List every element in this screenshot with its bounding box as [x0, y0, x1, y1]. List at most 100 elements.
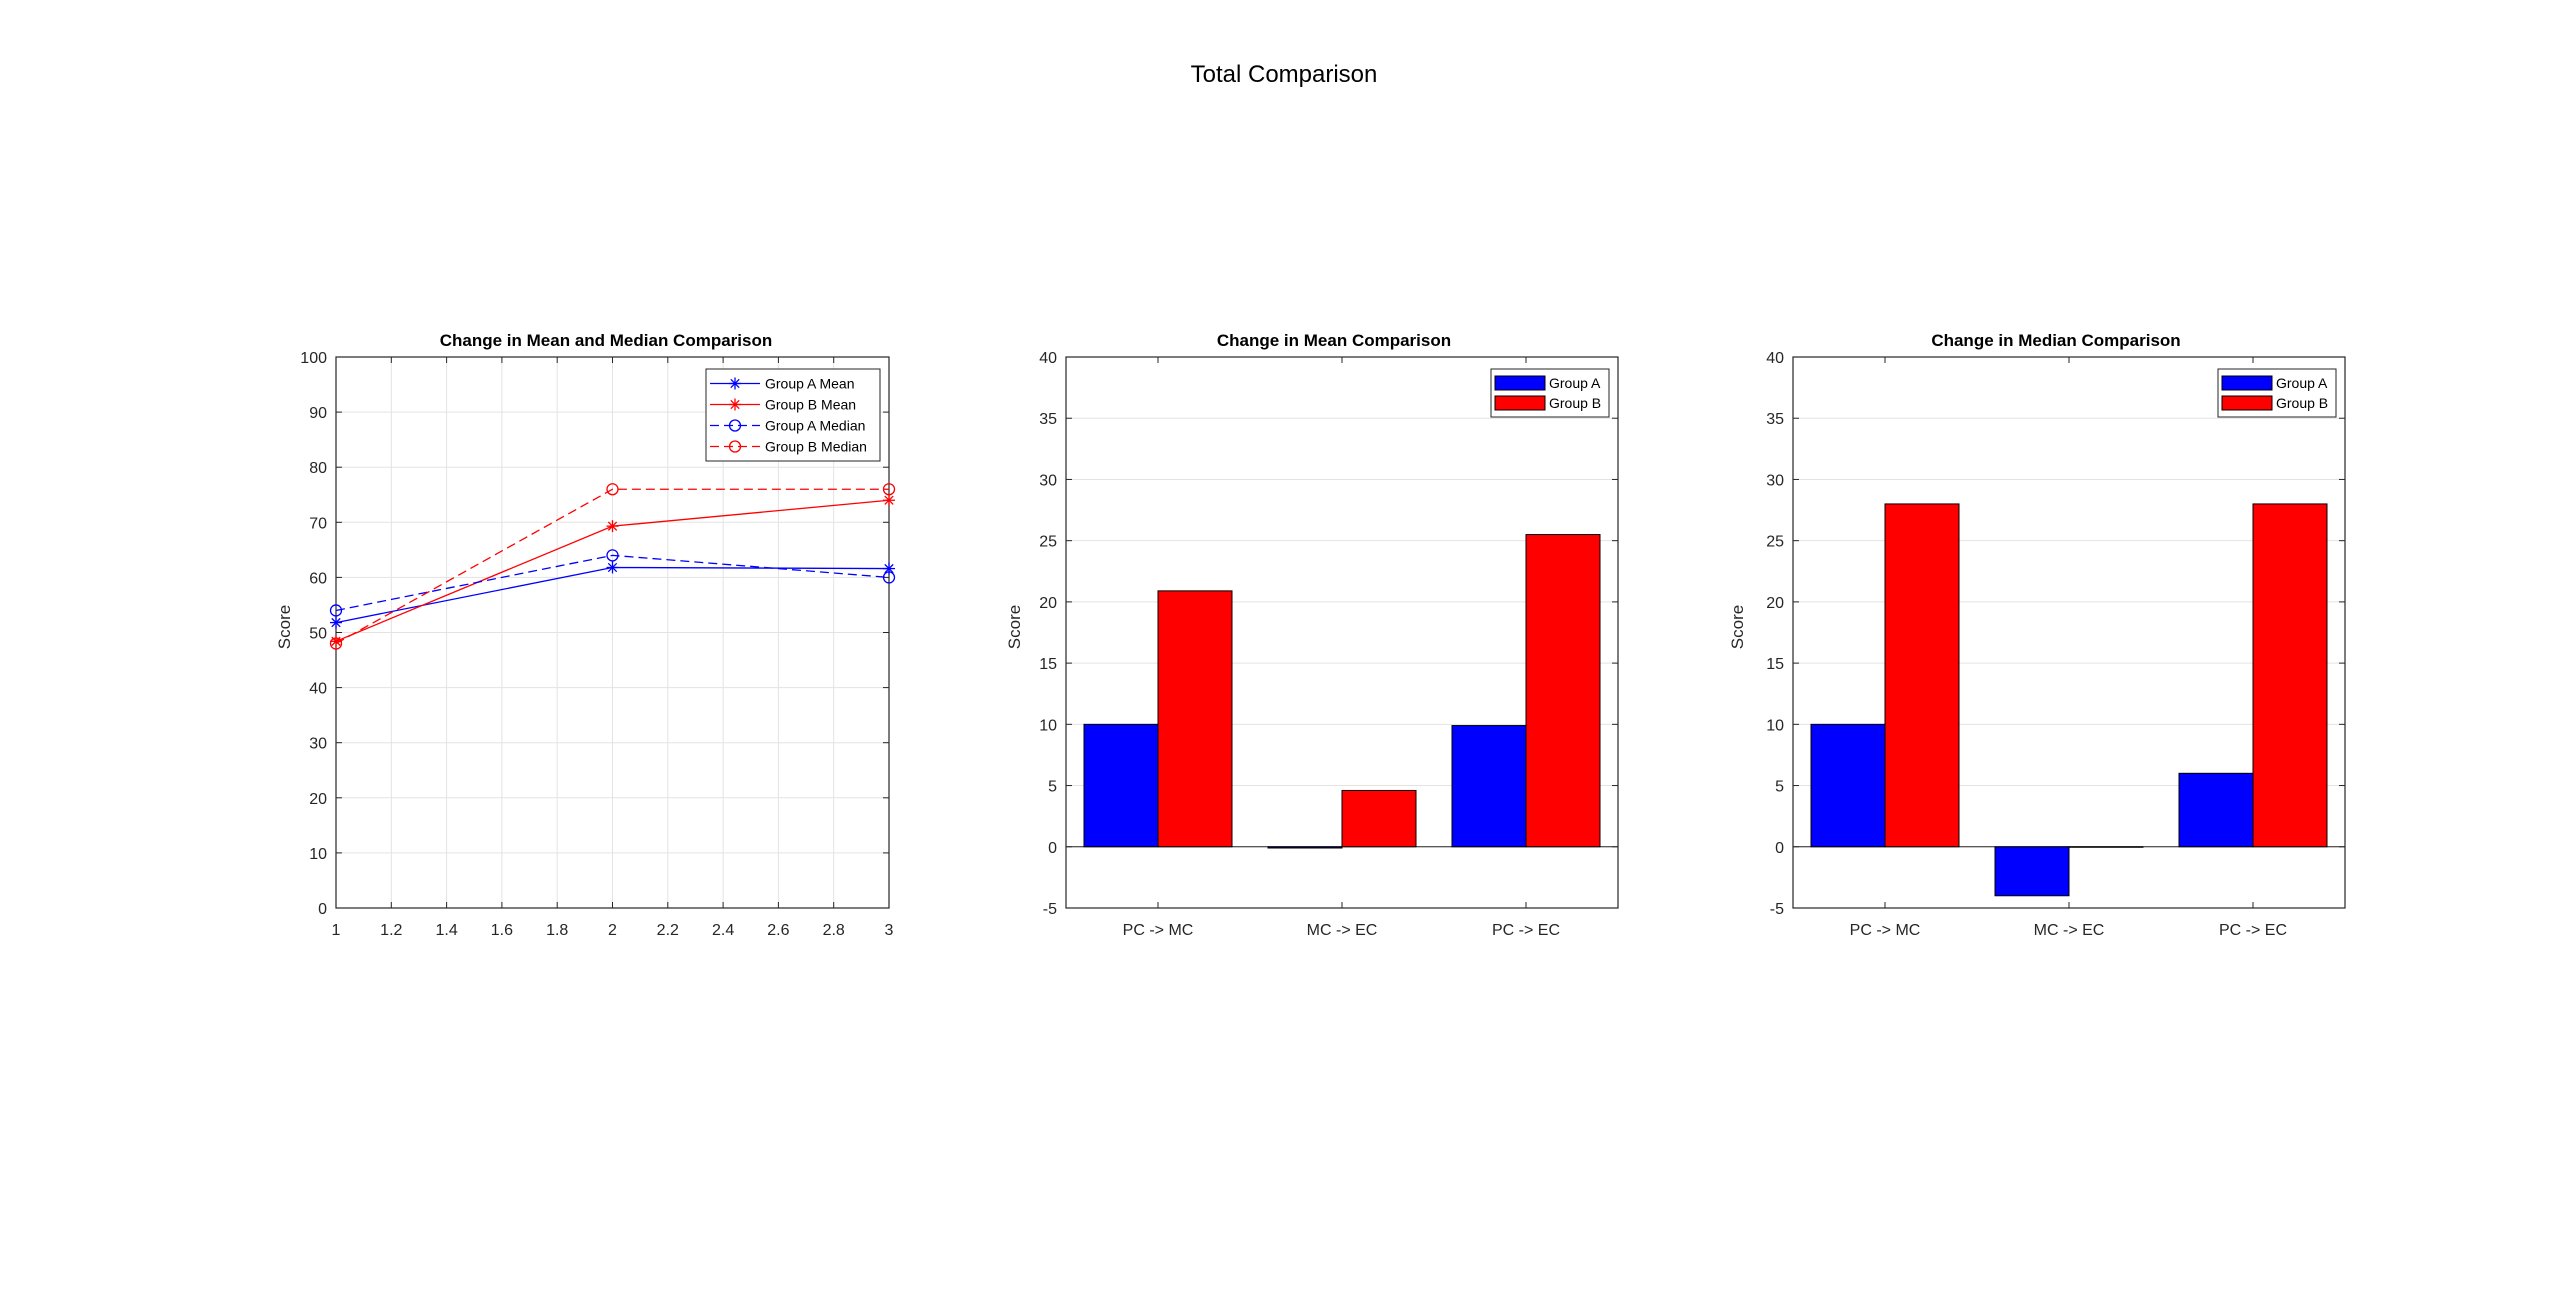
data-point [606, 561, 619, 574]
median-bar-chart-title: Change in Median Comparison [1931, 331, 2180, 350]
y-tick-label: 40 [1039, 350, 1057, 367]
x-tick-label: 2.6 [767, 922, 789, 939]
data-point [329, 637, 343, 650]
line-chart-axes: 1 1.2 1.4 1.6 1.8 2 2.2 2.4 2.6 2.8 30102030405060… [300, 350, 893, 939]
y-tick-label: 35 [1039, 411, 1057, 428]
median-bar-chart-marks [1810, 503, 2328, 897]
y-tick-label: 0 [318, 901, 327, 918]
y-tick-label: 15 [1766, 656, 1784, 673]
y-tick-label: 30 [309, 736, 327, 753]
bar [2178, 772, 2254, 848]
legend-swatch [1494, 375, 1546, 391]
x-tick-label: PC -> MC [1123, 922, 1194, 939]
x-tick-label: 2.8 [823, 922, 845, 939]
legend-label: Group A [1549, 375, 1601, 391]
x-tick-label: PC -> EC [1492, 922, 1560, 939]
x-tick-label: MC -> EC [2034, 922, 2105, 939]
x-tick-label: 1.8 [546, 922, 568, 939]
x-tick-label: 1.6 [491, 922, 513, 939]
median-bar-chart-panel: PC -> MC MC -> EC PC -> EC -5 0 5 10 15 20 25 30 35… [1728, 331, 2346, 939]
legend-swatch [1494, 395, 1546, 411]
mean-bar-chart-title: Change in Mean Comparison [1217, 331, 1451, 350]
y-tick-label: 5 [1775, 779, 1784, 796]
bar [1341, 789, 1417, 848]
y-tick-label: 10 [1766, 717, 1784, 734]
bar [1267, 846, 1343, 849]
y-tick-label: 10 [1039, 717, 1057, 734]
y-tick-label: 100 [300, 350, 327, 367]
median-bar-chart-ylabel: Score [1728, 605, 1747, 649]
x-tick-label: 1.2 [380, 922, 402, 939]
bar [1884, 503, 1960, 848]
line-chart-ylabel: Score [275, 605, 294, 649]
bar [1525, 534, 1601, 848]
data-point [882, 483, 896, 496]
y-tick-label: 15 [1039, 656, 1057, 673]
legend-swatch [2221, 395, 2273, 411]
legend-label: Group A [2276, 375, 2328, 391]
y-tick-label: 60 [309, 570, 327, 587]
x-tick-label: PC -> EC [2219, 922, 2287, 939]
bar [2068, 846, 2144, 848]
data-point [883, 562, 895, 575]
axes-frame [335, 356, 890, 909]
line-chart-title: Change in Mean and Median Comparison [440, 331, 772, 350]
mean-bar-chart-marks [1083, 534, 1601, 849]
x-tick-label: PC -> MC [1850, 922, 1921, 939]
legend-label: Group A Median [765, 418, 865, 434]
legend-label: Group B Mean [765, 397, 856, 413]
data-point [728, 419, 742, 432]
data-point [882, 571, 896, 584]
series-line [335, 554, 890, 612]
x-tick-label: MC -> EC [1307, 922, 1378, 939]
y-tick-label: 70 [309, 515, 327, 532]
y-tick-label: 20 [1766, 595, 1784, 612]
data-point [728, 440, 742, 453]
x-tick-label: 2.4 [712, 922, 734, 939]
mean-bar-chart-ylabel: Score [1005, 605, 1024, 649]
line-chart-panel: 1 1.2 1.4 1.6 1.8 2 2.2 2.4 2.6 2.8 30102030405060… [275, 331, 896, 939]
y-tick-label: 40 [1766, 350, 1784, 367]
data-point [329, 604, 343, 617]
y-tick-label: 30 [1039, 472, 1057, 489]
x-tick-label: 1.4 [435, 922, 457, 939]
y-tick-label: 35 [1766, 411, 1784, 428]
x-tick-label: 3 [885, 922, 894, 939]
y-tick-label: 20 [1039, 595, 1057, 612]
mean-bar-chart-axes: PC -> MC MC -> EC PC -> EC -5 0 5 10 15 20 25 30 35… [1039, 350, 1619, 939]
legend-swatch [2221, 375, 2273, 391]
legend-label: Group B [1549, 395, 1601, 411]
data-point [330, 616, 342, 629]
y-tick-label: 0 [1775, 840, 1784, 857]
y-tick-label: -5 [1770, 901, 1784, 918]
data-point [606, 549, 619, 562]
y-tick-label: 10 [309, 846, 327, 863]
y-tick-label: 30 [1766, 472, 1784, 489]
y-tick-label: 90 [309, 405, 327, 422]
y-tick-label: 25 [1766, 534, 1784, 551]
data-point [729, 398, 741, 411]
y-tick-label: 50 [309, 626, 327, 643]
y-tick-label: 0 [1048, 840, 1057, 857]
x-tick-label: 2 [608, 922, 617, 939]
data-point [883, 494, 895, 507]
y-tick-label: 20 [309, 791, 327, 808]
bar [1451, 725, 1527, 848]
bar [2252, 503, 2328, 848]
y-tick-label: -5 [1043, 901, 1057, 918]
x-tick-label: 2.2 [657, 922, 679, 939]
data-point [606, 483, 619, 496]
y-tick-label: 40 [309, 681, 327, 698]
data-point [729, 377, 741, 390]
bar [1994, 846, 2070, 897]
median-bar-chart-legend: Group A Group B [2217, 368, 2337, 418]
bar [1810, 723, 1886, 848]
legend-label: Group B Median [765, 439, 867, 455]
legend-label: Group B [2276, 395, 2328, 411]
mean-bar-chart-legend: Group A Group B [1490, 368, 1610, 418]
series-line [335, 488, 889, 645]
mean-bar-chart-panel: PC -> MC MC -> EC PC -> EC -5 0 5 10 15 20 25 30 35… [1005, 331, 1619, 939]
bar [1083, 723, 1159, 848]
figure-title: Total Comparison [1191, 61, 1378, 88]
